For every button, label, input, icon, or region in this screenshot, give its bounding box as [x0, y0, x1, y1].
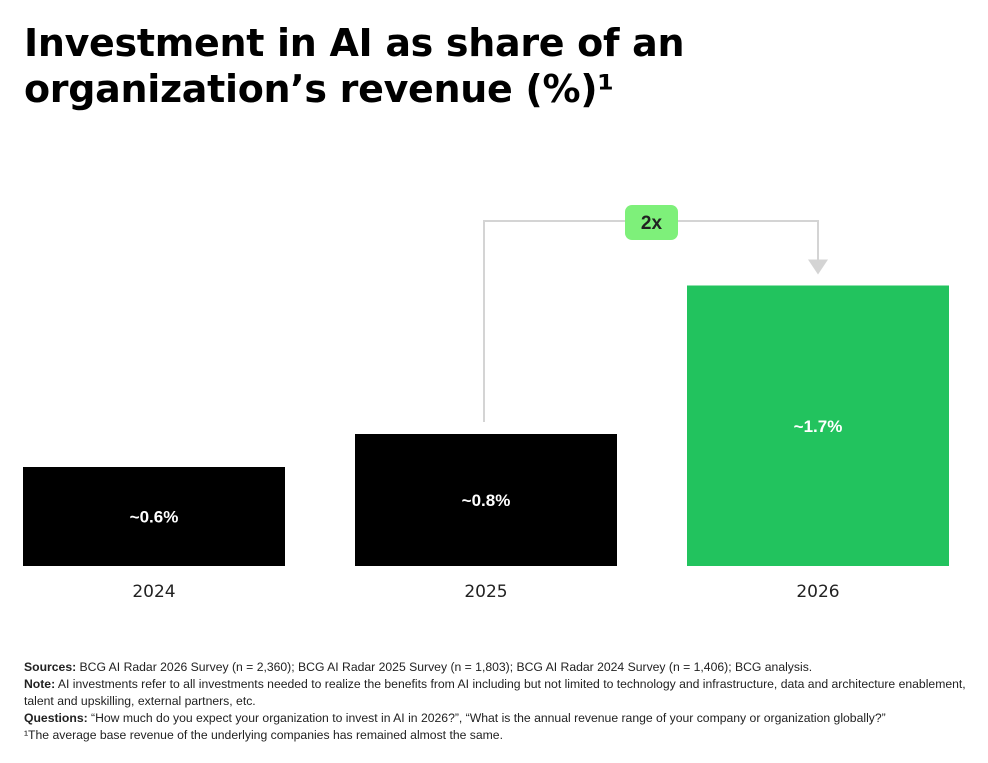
questions-note: Questions: “How much do you expect your …: [24, 711, 886, 725]
bar-2026: [687, 285, 949, 566]
growth-badge-label: 2x: [641, 213, 663, 234]
sources-note: Sources: BCG AI Radar 2026 Survey (n = 2…: [24, 660, 813, 674]
data-label-2024: ~0.6%: [130, 508, 179, 527]
chart-title: Investment in AI as share of an organizat…: [24, 20, 685, 112]
data-label-2025: ~0.8%: [462, 491, 511, 510]
title-line-1: Investment in AI as share of an: [24, 21, 685, 65]
growth-badge: [625, 205, 678, 240]
bar-2024: [23, 467, 285, 566]
title-line-2: organization’s revenue (%)¹: [24, 67, 614, 111]
bar-2025: [355, 434, 617, 566]
x-tick-label-2026: 2026: [796, 582, 839, 602]
data-label-2026: ~1.7%: [794, 417, 843, 436]
bar-chart: ~0.6% 2024 ~0.8% 2025 ~1.7% 2026 2x: [23, 205, 949, 602]
arrow-head-icon: [808, 259, 828, 275]
x-tick-label-2025: 2025: [464, 582, 507, 602]
note: Note: AI investments refer to all invest…: [24, 677, 966, 708]
x-tick-label-2024: 2024: [132, 582, 175, 602]
footnote-1: ¹The average base revenue of the underly…: [24, 728, 503, 742]
footnotes: Sources: BCG AI Radar 2026 Survey (n = 2…: [24, 659, 974, 744]
